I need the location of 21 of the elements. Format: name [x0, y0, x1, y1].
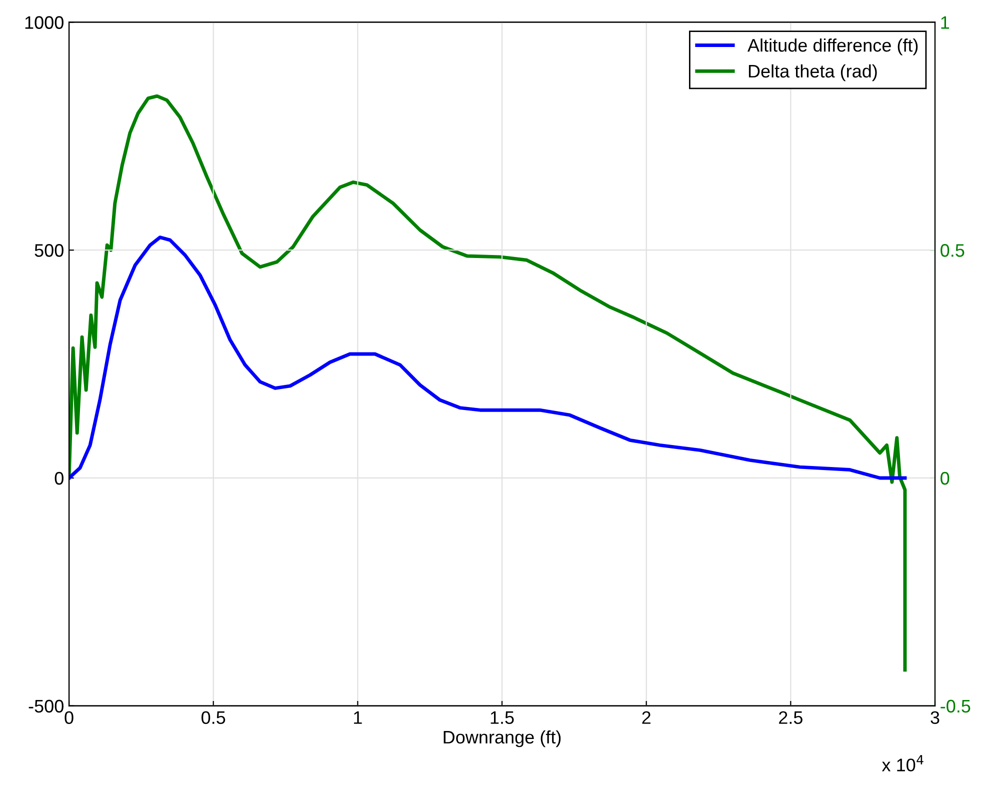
x-tick-label: 0.5	[202, 711, 226, 724]
x-tick-label: 0	[64, 711, 74, 724]
x-tick-label: 1	[354, 711, 362, 724]
y2-tick-label: 1	[941, 16, 950, 29]
y-tick-label: -500	[28, 700, 64, 713]
x-tick-label: 2	[642, 711, 650, 724]
y-tick-label: 1000	[25, 16, 64, 29]
y2-tick-label: 0.5	[940, 244, 964, 257]
y-tick-label: 0	[54, 472, 64, 485]
line-series	[69, 94, 907, 672]
y-tick-label: 500	[34, 244, 64, 257]
legend-label: Altitude difference (ft)	[748, 38, 918, 56]
y2-tick-label: 0	[940, 472, 950, 485]
x-tick-label: 2.5	[779, 711, 802, 724]
y2-tick-label: -0.5	[940, 700, 970, 713]
x-axis-title: Downrange (ft)	[444, 730, 561, 748]
x-tick-label: 1.5	[490, 711, 514, 724]
x-tick-label: 3	[930, 711, 940, 724]
legend-label: Delta theta (rad)	[748, 64, 877, 82]
line-series	[69, 236, 907, 480]
text: x 10$^{4}$	[882, 755, 924, 772]
